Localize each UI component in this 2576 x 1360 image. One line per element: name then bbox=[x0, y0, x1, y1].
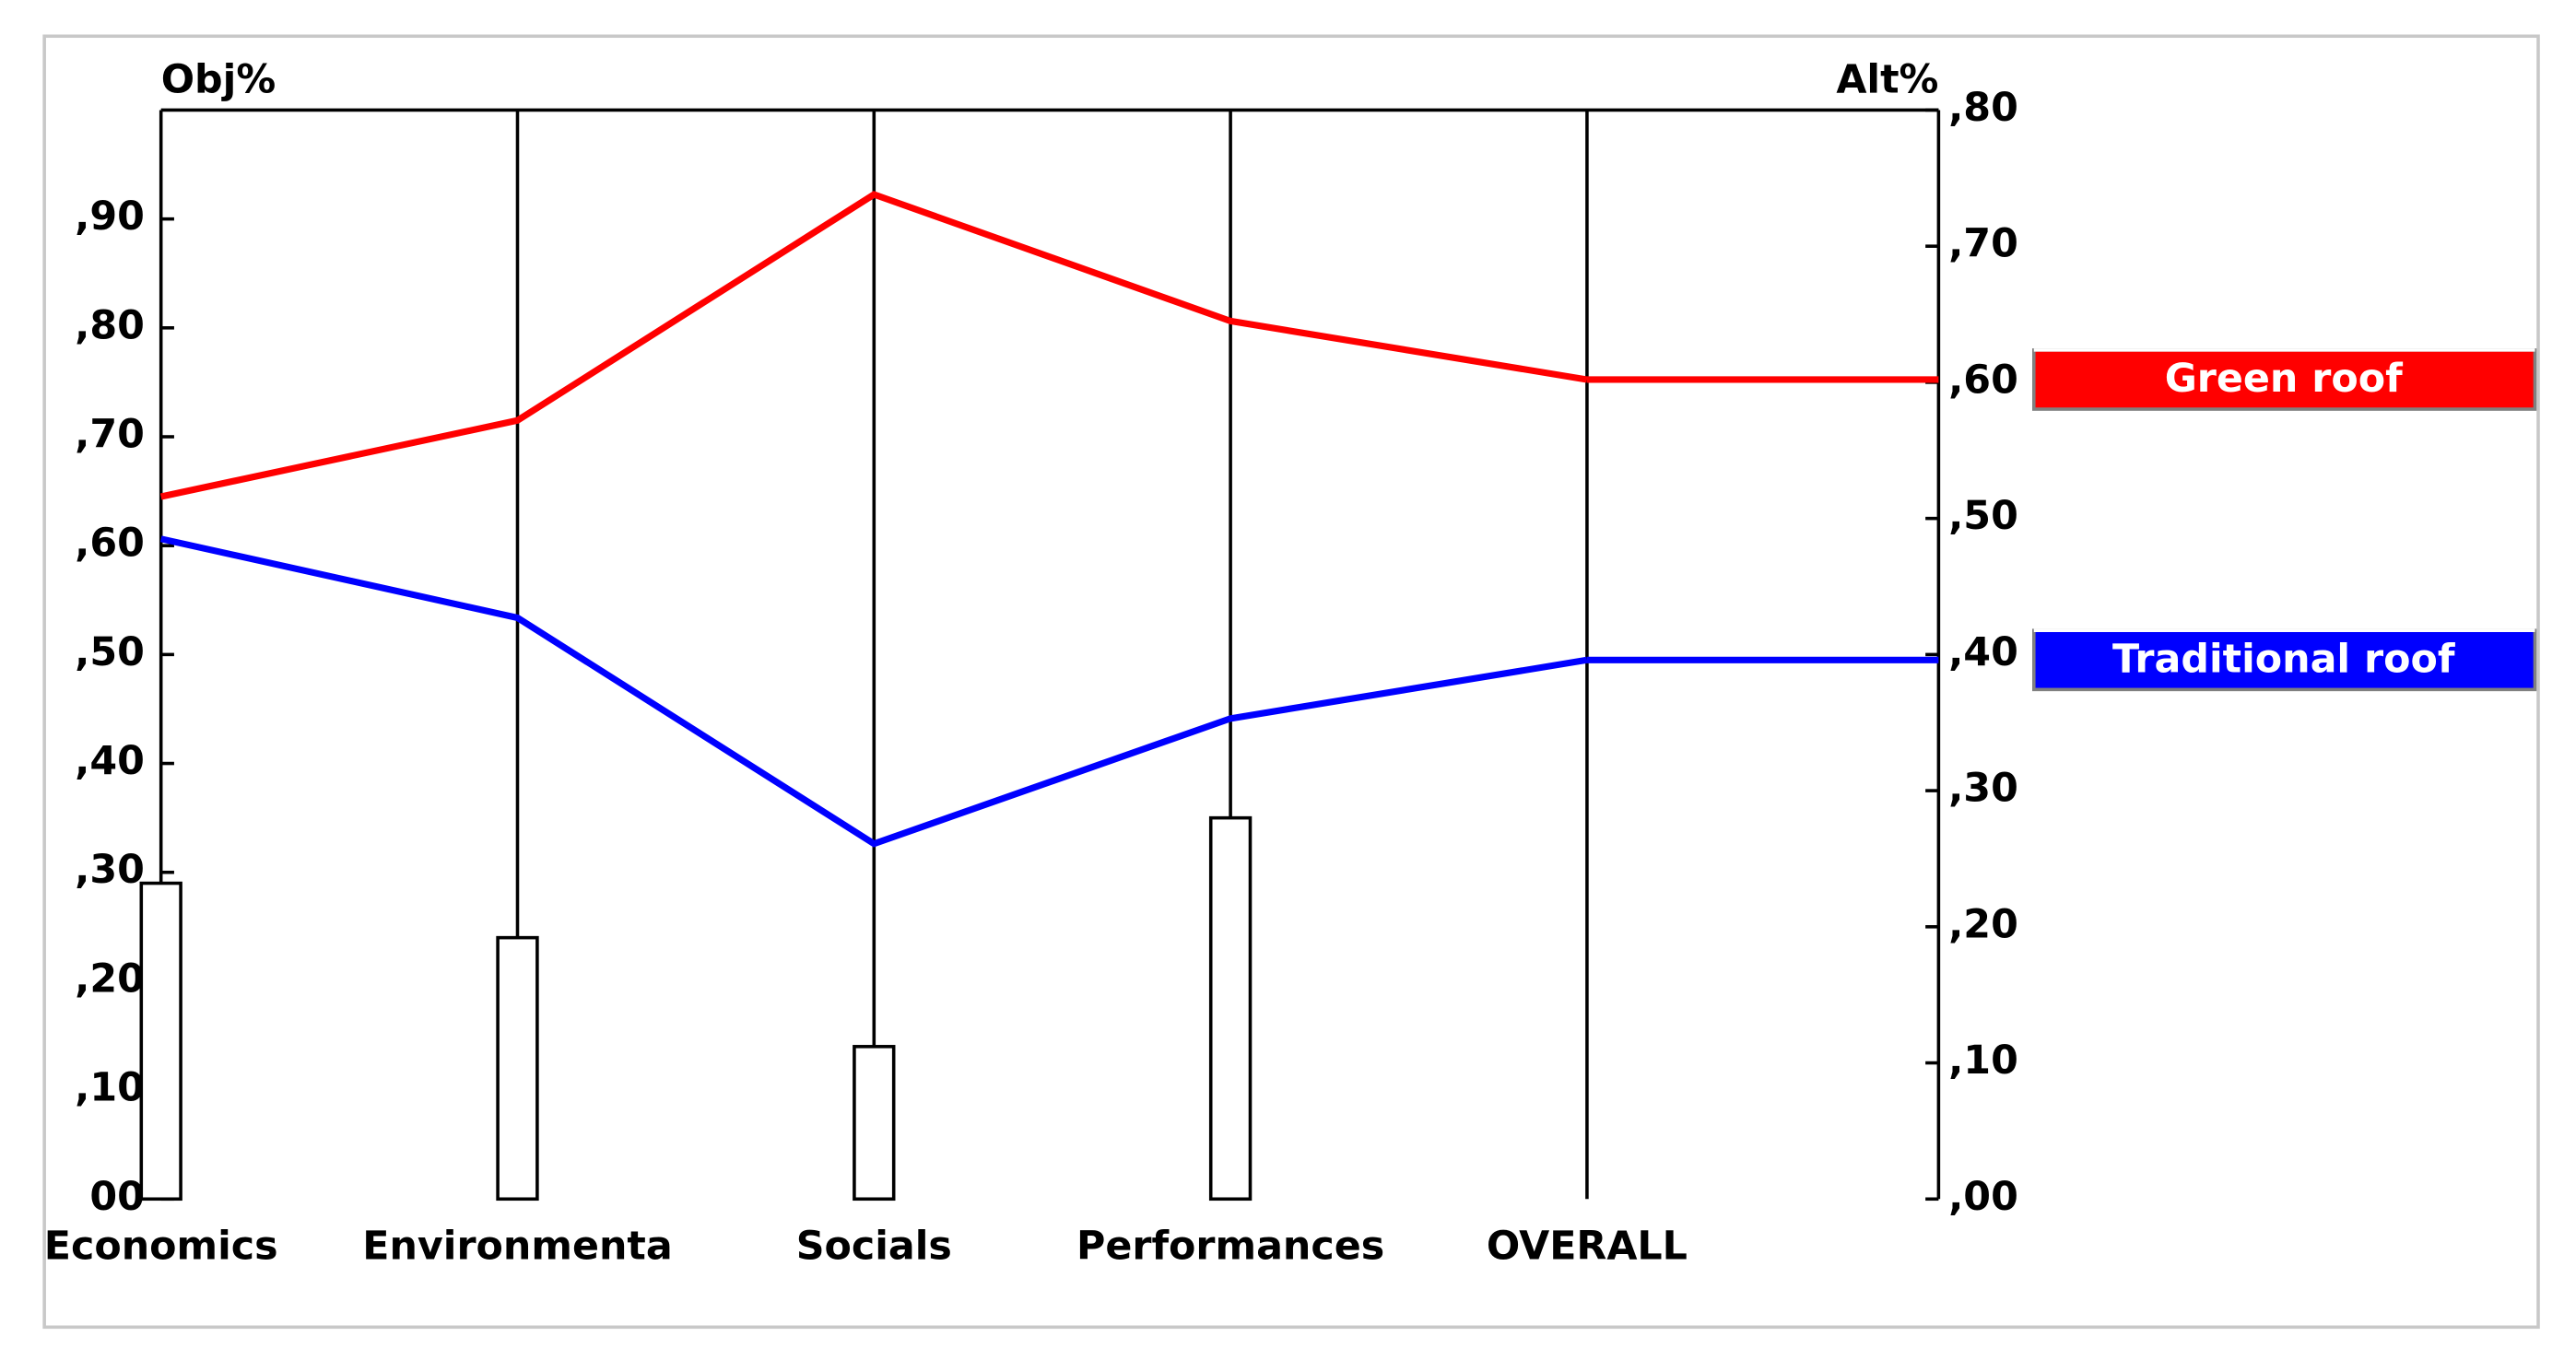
y-tick-label: ,70 bbox=[75, 412, 145, 458]
y-tick-label: ,10 bbox=[75, 1065, 145, 1111]
y-tick-label: ,80 bbox=[75, 302, 145, 348]
x-tick-label: Environmenta bbox=[362, 1223, 672, 1269]
y-tick-label: ,20 bbox=[75, 956, 145, 1002]
y-tick-label: ,40 bbox=[75, 738, 145, 784]
y2-tick-label: ,30 bbox=[1948, 766, 2018, 812]
weight-bar bbox=[1208, 815, 1253, 1202]
weight-bar bbox=[853, 1045, 896, 1202]
y-tick-label: ,90 bbox=[75, 193, 145, 240]
x-tick-label: Performances bbox=[1076, 1223, 1384, 1269]
y2-tick-label: ,80 bbox=[1948, 85, 2018, 131]
y-axis-label: Obj% bbox=[161, 57, 276, 103]
y2-tick-label: ,70 bbox=[1948, 221, 2018, 267]
x-tick-label: Economics bbox=[44, 1223, 278, 1269]
legend-entry: Green roof bbox=[2031, 348, 2537, 411]
y2-tick-label: ,10 bbox=[1948, 1038, 2018, 1084]
y-tick-label: 00 bbox=[89, 1174, 145, 1220]
y2-tick-label: ,20 bbox=[1948, 901, 2018, 947]
y2-tick-label: ,60 bbox=[1948, 357, 2018, 403]
x-tick-label: OVERALL bbox=[1487, 1223, 1688, 1269]
legend-entry: Traditional roof bbox=[2031, 628, 2537, 692]
legend-label: Traditional roof bbox=[2112, 637, 2455, 683]
legend-box bbox=[2031, 348, 2537, 411]
y-tick-label: ,60 bbox=[75, 521, 145, 567]
series-line bbox=[159, 535, 1588, 848]
y2-tick-label: ,00 bbox=[1948, 1174, 2018, 1220]
y-tick-label: ,30 bbox=[75, 847, 145, 893]
y2-axis-label: Alt% bbox=[1836, 57, 1938, 103]
y2-tick-label: ,40 bbox=[1948, 629, 2018, 675]
weight-bar bbox=[139, 881, 182, 1202]
series-line bbox=[159, 191, 1588, 500]
legend-box bbox=[2031, 628, 2537, 692]
y2-tick-label: ,50 bbox=[1948, 493, 2018, 539]
x-tick-label: Socials bbox=[796, 1223, 952, 1269]
weight-bar bbox=[496, 935, 539, 1202]
y-tick-label: ,50 bbox=[75, 629, 145, 675]
legend-label: Green roof bbox=[2165, 356, 2403, 402]
